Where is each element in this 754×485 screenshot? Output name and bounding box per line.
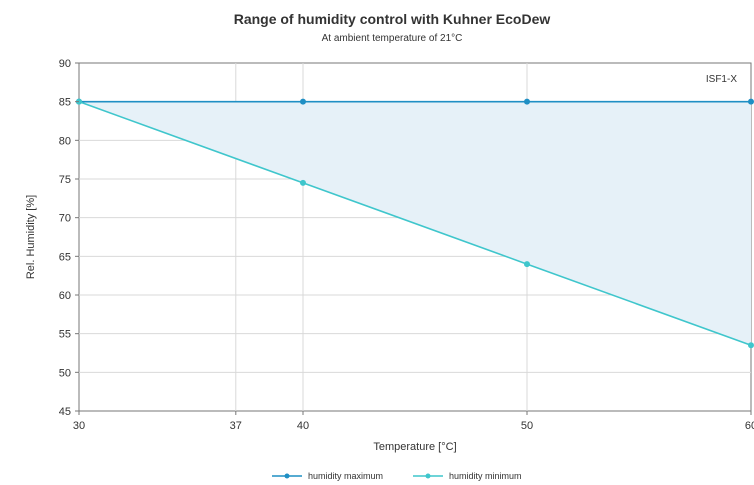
x-tick-label: 50 — [521, 420, 533, 432]
tick-layer: 45 50 55 60 65 70 75 80 85 90 30 37 40 50 60 — [59, 58, 754, 432]
x-tick-label: 40 — [297, 420, 309, 432]
x-tick-label: 60 — [745, 420, 754, 432]
legend: humidity maximum humidity minimum — [272, 471, 522, 481]
y-tick-label: 75 — [59, 174, 71, 186]
y-tick-label: 80 — [59, 135, 71, 147]
device-annotation: ISF1-X — [706, 74, 737, 85]
y-tick-label: 55 — [59, 329, 71, 341]
legend-item-maximum: humidity maximum — [272, 471, 383, 481]
data-point-maximum — [300, 98, 306, 105]
x-tick-label: 37 — [230, 420, 242, 432]
data-point-minimum — [524, 261, 530, 268]
series-layer — [76, 98, 754, 349]
legend-label-maximum: humidity maximum — [308, 471, 383, 481]
x-tick-label: 30 — [73, 420, 85, 432]
series-line-minimum — [78, 100, 752, 347]
y-tick-label: 50 — [59, 367, 71, 379]
data-point-minimum — [300, 179, 306, 186]
y-tick-label: 45 — [59, 406, 71, 418]
y-tick-label: 70 — [59, 213, 71, 225]
y-tick-label: 65 — [59, 251, 71, 263]
legend-item-minimum: humidity minimum — [413, 471, 522, 481]
data-point-maximum — [748, 98, 754, 105]
x-axis-label: Temperature [°C] — [373, 441, 456, 453]
y-tick-label: 85 — [59, 97, 71, 109]
y-tick-label: 90 — [59, 58, 71, 70]
y-axis-label: Rel. Humidity [%] — [25, 195, 37, 279]
legend-marker-minimum — [425, 473, 431, 479]
chart-title: Range of humidity control with Kuhner Ec… — [234, 11, 551, 27]
chart-subtitle: At ambient temperature of 21°C — [322, 33, 463, 44]
legend-marker-maximum — [284, 473, 290, 479]
legend-label-minimum: humidity minimum — [449, 471, 522, 481]
data-point-minimum — [748, 342, 754, 349]
data-point-maximum — [524, 98, 530, 105]
y-tick-label: 60 — [59, 290, 71, 302]
